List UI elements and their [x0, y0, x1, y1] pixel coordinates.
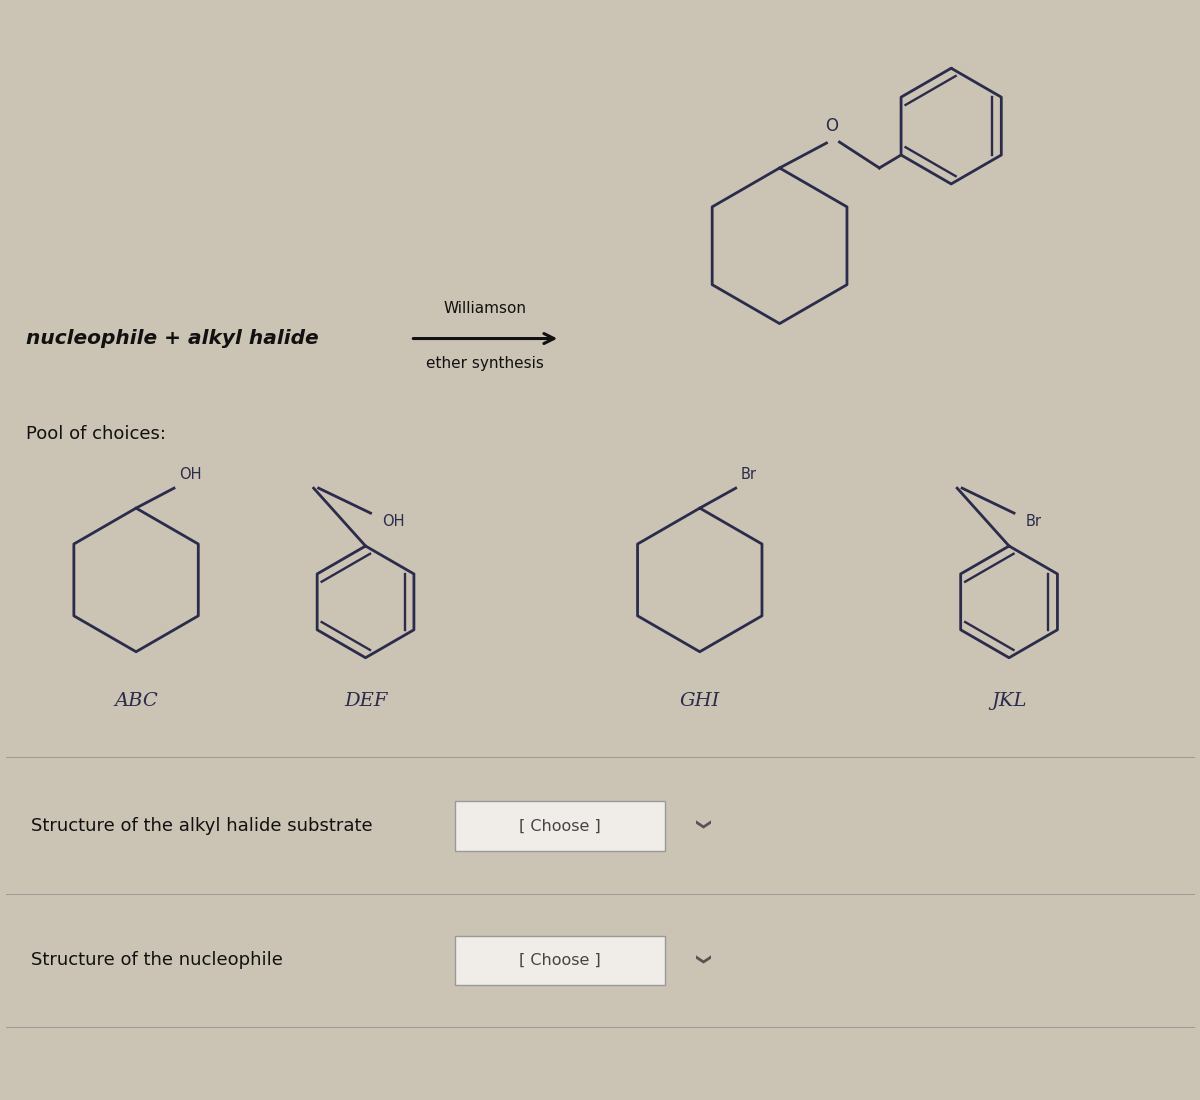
Text: Br: Br: [740, 468, 757, 482]
FancyBboxPatch shape: [455, 935, 665, 986]
Text: OH: OH: [383, 514, 406, 529]
Text: GHI: GHI: [679, 692, 720, 710]
FancyBboxPatch shape: [455, 801, 665, 850]
Text: OH: OH: [179, 468, 202, 482]
Text: Williamson: Williamson: [444, 300, 527, 316]
Text: [ Choose ]: [ Choose ]: [520, 818, 601, 834]
Text: Structure of the nucleophile: Structure of the nucleophile: [31, 952, 283, 969]
Text: Structure of the alkyl halide substrate: Structure of the alkyl halide substrate: [31, 817, 373, 835]
Text: [ Choose ]: [ Choose ]: [520, 953, 601, 968]
Text: JKL: JKL: [991, 692, 1027, 710]
Text: ❯: ❯: [692, 820, 707, 833]
Text: ❯: ❯: [692, 954, 707, 967]
Text: DEF: DEF: [344, 692, 388, 710]
Text: O: O: [824, 117, 838, 135]
Text: ether synthesis: ether synthesis: [426, 356, 545, 372]
Text: ABC: ABC: [114, 692, 158, 710]
Text: Pool of choices:: Pool of choices:: [26, 426, 167, 443]
Text: Br: Br: [1026, 514, 1042, 529]
Text: nucleophile + alkyl halide: nucleophile + alkyl halide: [26, 329, 319, 348]
